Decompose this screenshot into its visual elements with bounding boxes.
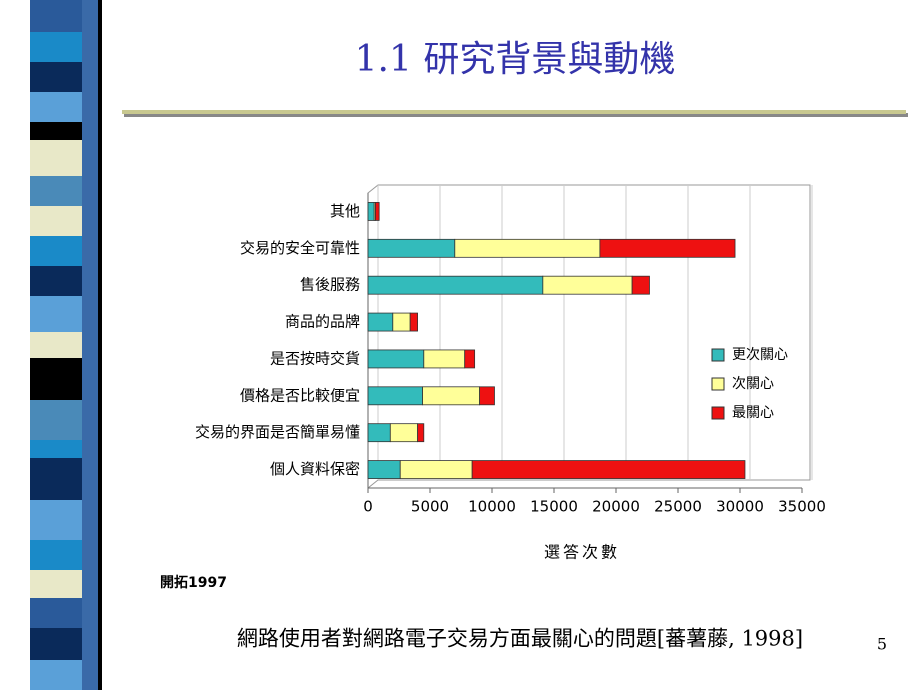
legend-swatch (711, 377, 725, 391)
x-tick-label: 0 (363, 498, 373, 516)
y-tick-label: 交易的界面是否簡單易懂 (195, 423, 360, 441)
x-tick-label: 5000 (411, 498, 449, 516)
x-tick-label: 10000 (468, 498, 516, 516)
x-tick-label: 25000 (654, 498, 702, 516)
page-number: 5 (877, 635, 887, 654)
source-note: 開拓1997 (160, 574, 227, 591)
bar-segment (409, 312, 419, 332)
bar-segment (367, 312, 394, 332)
bar-segment (367, 386, 423, 406)
plot-area (367, 184, 811, 490)
x-tick-label: 35000 (778, 498, 826, 516)
y-tick-label: 售後服務 (300, 276, 360, 294)
x-tick-label: 15000 (530, 498, 578, 516)
legend-swatch (711, 406, 725, 420)
y-tick-label: 是否按時交貨 (270, 349, 360, 367)
legend-label: 更次關心 (732, 347, 788, 363)
y-tick-label: 商品的品牌 (285, 313, 360, 331)
bar-segment (392, 312, 411, 332)
bar-segment (389, 423, 419, 443)
bar-segment (542, 275, 633, 295)
bar-segment (367, 238, 456, 258)
y-tick-label: 個人資料保密 (270, 460, 360, 478)
bar-segment (367, 423, 391, 443)
y-tick-label: 其他 (330, 202, 360, 220)
title-rule (122, 110, 906, 114)
legend-label: 最關心 (732, 405, 774, 421)
bar-segment (464, 349, 476, 369)
bar-segment (479, 386, 495, 406)
legend-swatch (711, 348, 725, 362)
x-axis-label: 選答次數 (544, 543, 620, 562)
legend-label: 次關心 (732, 376, 774, 392)
bar-segment (367, 275, 544, 295)
bar-segment (454, 238, 601, 258)
x-tick-label: 20000 (592, 498, 640, 516)
bar-segment (471, 460, 746, 479)
bar-segment (367, 202, 375, 221)
bar-segment (423, 349, 466, 369)
bar-segment (399, 460, 473, 479)
bar-segment (375, 202, 380, 221)
caption: 網路使用者對網路電子交易方面最關心的問題[蕃薯藤, 1998] (237, 627, 803, 651)
bar-segment (631, 275, 650, 295)
title-rule-shadow (124, 113, 908, 117)
y-tick-label: 交易的安全可靠性 (240, 239, 360, 257)
left-decoration (30, 0, 102, 690)
bar-segment (417, 423, 425, 443)
y-tick-label: 價格是否比較便宜 (240, 386, 360, 404)
slide-title: 1.1 研究背景與動機 (355, 39, 676, 80)
chart: 0 5000 10000 15000 20000 25000 30000 35000 選答次數 其… (195, 184, 826, 562)
x-tick-label: 30000 (716, 498, 764, 516)
bar-segment (367, 460, 401, 479)
bar-segment (367, 349, 425, 369)
bar-segment (599, 238, 736, 258)
bar-segment (422, 386, 480, 406)
